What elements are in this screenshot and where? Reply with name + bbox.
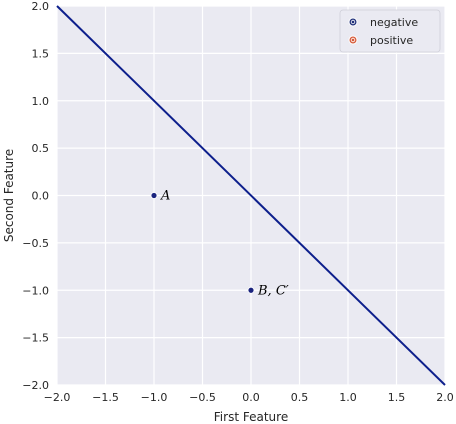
y-tick-label: −1.5 — [22, 332, 49, 345]
y-tick-label: 0.5 — [32, 142, 50, 155]
legend-marker-inner — [350, 19, 356, 25]
decision-lines — [56, 5, 446, 386]
x-axis-label: First Feature — [214, 410, 288, 424]
point-label: B, C′ — [257, 283, 289, 298]
x-tick-label: −0.5 — [189, 391, 216, 404]
x-tick-label: −2.0 — [44, 391, 71, 404]
x-tick-label: −1.0 — [141, 391, 168, 404]
y-tick-label: 1.5 — [32, 47, 50, 60]
x-tick-label: −1.5 — [92, 391, 119, 404]
y-tick-label: 0.0 — [32, 190, 50, 203]
data-points: A B, C′ — [150, 189, 289, 298]
data-point — [150, 192, 158, 199]
decision-boundary-line — [56, 5, 446, 386]
y-tick-label: 2.0 — [32, 0, 50, 13]
x-tick-label: 0.0 — [242, 391, 260, 404]
y-tick-label: 1.0 — [32, 95, 50, 108]
legend-label: positive — [370, 34, 413, 47]
legend-marker-inner — [350, 37, 356, 43]
x-tick-label: 0.5 — [291, 391, 309, 404]
legend-label: negative — [370, 16, 418, 29]
y-axis-label: Second Feature — [2, 149, 16, 242]
point-label: A — [160, 189, 170, 204]
x-tick-labels: −2.0 −1.5 −1.0 −0.5 0.0 0.5 1.0 1.5 2.0 — [44, 391, 454, 404]
x-tick-label: 2.0 — [436, 391, 454, 404]
y-tick-label: −1.0 — [22, 284, 49, 297]
x-tick-label: 1.5 — [388, 391, 406, 404]
data-point — [247, 286, 255, 294]
x-tick-label: 1.0 — [339, 391, 357, 404]
y-tick-labels: −2.0 −1.5 −1.0 −0.5 0.0 0.5 1.0 1.5 2.0 — [22, 0, 49, 392]
y-tick-label: −2.0 — [22, 379, 49, 392]
legend-marker — [348, 35, 358, 45]
legend-box — [339, 9, 441, 53]
legend-marker — [348, 17, 358, 27]
y-tick-label: −0.5 — [22, 237, 49, 250]
legend: negative positive — [339, 9, 441, 53]
